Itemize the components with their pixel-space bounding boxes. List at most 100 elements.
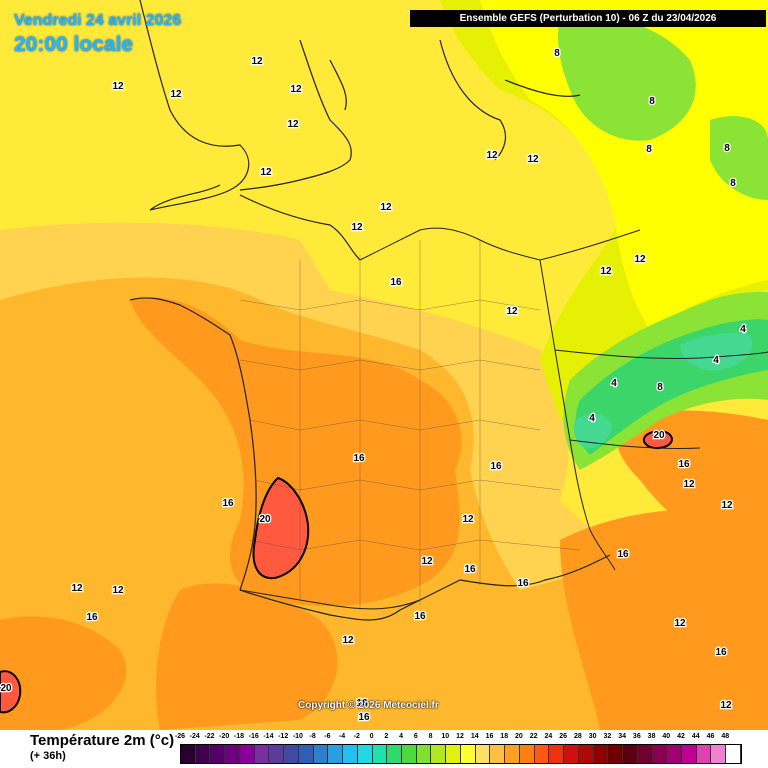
legend-swatch	[652, 745, 668, 763]
legend-swatch	[298, 745, 314, 763]
isotherm-label-halo: 4	[611, 378, 617, 389]
legend-swatch	[313, 745, 329, 763]
legend-swatch	[210, 745, 226, 763]
isotherm-label: 4	[611, 378, 617, 389]
legend-swatch	[637, 745, 653, 763]
isotherm-label: 12	[634, 254, 646, 265]
isotherm-label: 16	[715, 647, 727, 658]
isotherm-label-halo: 16	[414, 611, 426, 622]
isotherm-label: 12	[290, 84, 302, 95]
legend-swatch	[475, 745, 491, 763]
isotherm-label-halo: 12	[683, 479, 695, 490]
isotherm-label-halo: 8	[724, 143, 730, 154]
temperature-zone-18	[0, 616, 127, 730]
legend-scale-label: 0	[369, 733, 374, 740]
temperature-zone-20	[252, 476, 310, 580]
legend-scale-label: -10	[292, 733, 303, 740]
isotherm-label: 16	[358, 712, 370, 723]
isotherm-label: 16	[464, 564, 476, 575]
temperature-zone-20	[0, 670, 22, 714]
isotherm-label: 8	[554, 48, 560, 59]
isotherm-label-halo: 16	[390, 277, 402, 288]
isotherm-label: 8	[730, 178, 736, 189]
isotherm-label: 12	[380, 202, 392, 213]
legend-swatch	[431, 745, 447, 763]
isotherm-label-halo: 8	[554, 48, 560, 59]
isotherm-label: 12	[683, 479, 695, 490]
isotherm-label-halo: 16	[517, 578, 529, 589]
isotherm-label-halo: 8	[657, 382, 663, 393]
isotherm-label-halo: 12	[421, 556, 433, 567]
legend-swatch	[564, 745, 579, 763]
legend-scale-label: 36	[632, 733, 641, 740]
isotherm-label-halo: 20	[259, 514, 271, 525]
legend-swatch	[623, 745, 638, 763]
isotherm-label-halo: 20	[653, 430, 665, 441]
isotherm-label-halo: 12	[251, 56, 263, 67]
isotherm-label: 12	[112, 585, 124, 596]
isotherm-label-halo: 12	[486, 150, 498, 161]
isotherm-label-halo: 4	[589, 413, 595, 424]
isotherm-label: 12	[462, 514, 474, 525]
isotherm-label: 12	[506, 306, 518, 317]
isotherm-label: 16	[222, 498, 234, 509]
isotherm-label: 8	[724, 143, 730, 154]
isotherm-label: 12	[527, 154, 539, 165]
legend-swatch	[269, 745, 285, 763]
isotherm-label-halo: 12	[290, 84, 302, 95]
legend-scale-label: -22	[204, 733, 215, 740]
legend-swatch	[519, 745, 535, 763]
legend-swatch	[534, 745, 550, 763]
legend-scale-label: 14	[470, 733, 479, 740]
isotherm-label: 12	[287, 119, 299, 130]
isotherm-label-halo: 12	[260, 167, 272, 178]
legend-scale-label: 32	[603, 733, 612, 740]
isotherm-label-halo: 12	[527, 154, 539, 165]
temperature-zone-2	[680, 333, 753, 371]
isotherm-label: 12	[251, 56, 263, 67]
legend-subtitle: (+ 36h)	[30, 750, 66, 762]
isotherm-label-halo: 16	[464, 564, 476, 575]
isotherm-label-halo: 20	[0, 683, 12, 694]
isotherm-label-halo: 12	[720, 700, 732, 711]
legend-scale-label: 34	[618, 733, 626, 740]
isotherm-label: 12	[421, 556, 433, 567]
legend-scale-label: -14	[263, 733, 274, 740]
legend-scale-label: -12	[278, 733, 289, 740]
legend-swatch	[726, 745, 741, 763]
isotherm-label: 4	[713, 355, 719, 366]
isotherm-label: 8	[646, 144, 652, 155]
legend-swatch	[446, 745, 461, 763]
isotherm-label: 12	[260, 167, 272, 178]
isotherm-label-halo: 16	[617, 549, 629, 560]
legend-swatch	[402, 745, 417, 763]
isotherm-label-halo: 12	[600, 266, 612, 277]
legend-scale-label: 16	[485, 733, 494, 740]
legend-scale-label: 46	[706, 733, 715, 740]
forecast-time: 20:00 locale	[14, 33, 134, 56]
isotherm-label-halo: 12	[287, 119, 299, 130]
temperature-map: 12 12 12 12 12 12 12 12 12 12 12 12 12 12 12 12 12 12 12 12…	[0, 0, 768, 730]
isotherm-label: 12	[720, 700, 732, 711]
legend-scale-label: -16	[248, 733, 259, 740]
legend-title: Température 2m (°c)	[30, 732, 175, 749]
temperature-zone-2	[573, 413, 612, 449]
legend-scale-label: 26	[559, 733, 568, 740]
isotherm-label: 4	[740, 324, 746, 335]
isotherm-label: 12	[342, 635, 354, 646]
isotherm-label: 20	[653, 430, 665, 441]
legend-swatch	[343, 745, 358, 763]
legend-swatch	[608, 745, 624, 763]
legend-scale-label: 42	[677, 733, 685, 740]
legend-color-scale	[180, 744, 742, 764]
legend-swatch	[667, 745, 682, 763]
coastlines	[129, 0, 611, 621]
isotherm-label-halo: 16	[678, 459, 690, 470]
legend-swatch	[239, 745, 255, 763]
isotherm-label-halo: 16	[490, 461, 502, 472]
legend-swatch	[416, 745, 432, 763]
legend-scale-label: -24	[189, 733, 200, 740]
legend-swatch	[181, 745, 196, 763]
legend-scale-label: 44	[691, 733, 700, 740]
